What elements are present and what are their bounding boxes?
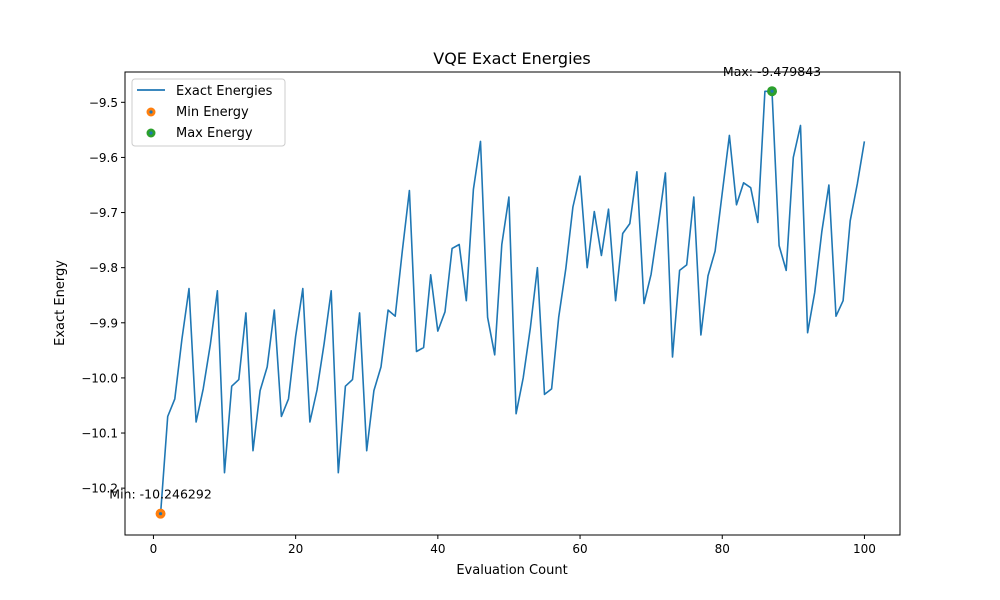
legend-entry-label: Exact Energies	[176, 84, 273, 99]
legend-swatch-core	[149, 131, 153, 135]
x-axis-label: Evaluation Count	[456, 563, 567, 578]
y-axis-label: Exact Energy	[53, 260, 68, 346]
chart-title: VQE Exact Energies	[433, 49, 590, 68]
y-tick-label: −10.2	[81, 482, 118, 496]
x-tick-label: 40	[430, 542, 445, 556]
legend-entry-label: Max Energy	[176, 126, 253, 141]
y-tick-label: −9.5	[89, 96, 118, 110]
annotations: Min: -10.246292 Max: -9.479843	[109, 64, 821, 501]
x-tick-label: 0	[150, 542, 158, 556]
max-annotation: Max: -9.479843	[723, 64, 821, 79]
y-tick-label: −9.8	[89, 261, 118, 275]
legend-box	[131, 78, 286, 147]
y-tick-label: −9.6	[89, 151, 118, 165]
x-tick-label: 20	[288, 542, 303, 556]
x-tick-label: 80	[715, 542, 730, 556]
axis-ticks: 0 20 40 60 80 100 −10.2 −10.1 −10.0 −9.9 −9.8 −9.7 −…	[81, 96, 876, 556]
x-tick-label: 60	[572, 542, 587, 556]
min-energy-marker-core	[158, 512, 163, 516]
y-tick-label: −9.7	[89, 206, 118, 220]
plot-layer	[155, 86, 866, 519]
plot-frame	[124, 71, 901, 536]
y-tick-label: −9.9	[89, 316, 118, 330]
max-energy-marker-core	[770, 89, 774, 93]
legend-entry-label: Min Energy	[176, 105, 249, 120]
x-tick-label: 100	[853, 542, 876, 556]
series-line-exact-energies	[159, 90, 866, 514]
legend-swatch-core	[149, 110, 153, 114]
y-tick-label: −10.0	[81, 371, 118, 385]
y-tick-label: −10.1	[81, 427, 118, 441]
legend: Exact Energies Min Energy Max Energy	[131, 78, 286, 147]
min-annotation: Min: -10.246292	[109, 487, 211, 502]
